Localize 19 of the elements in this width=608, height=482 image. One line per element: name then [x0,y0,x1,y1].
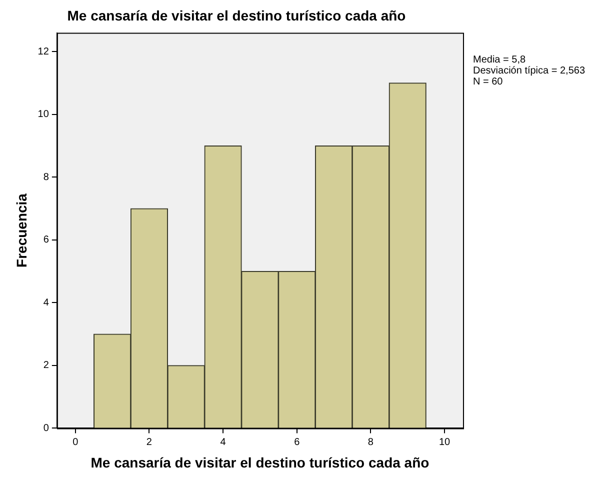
x-tick-label: 10 [438,436,451,448]
chart-title: Me cansaría de visitar el destino turístico cada año [67,7,406,24]
text: Desviación típica = 2,563 [473,66,586,77]
text: N = 60 [473,76,504,88]
y-tick-label: 4 [43,297,50,308]
y-tick-label: 10 [38,109,50,120]
x-axis-title: Me cansaría de visitar el destino turístico cada año [90,454,430,470]
x-tick-label: 2 [146,436,152,448]
y-tick-label: 6 [43,234,50,246]
y-axis-title: Frecuencia [13,193,30,268]
y-tick-label: 8 [43,172,50,183]
x-tick-label: 4 [220,436,226,448]
x-tick-label: 8 [368,436,374,448]
x-tick-label: 0 [72,436,79,448]
text: Media = 5,8 [473,54,526,66]
y-tick-label: 0 [43,422,50,434]
y-tick-label: 12 [38,46,50,58]
x-tick-label: 6 [294,436,300,448]
y-tick-label: 2 [43,360,50,372]
